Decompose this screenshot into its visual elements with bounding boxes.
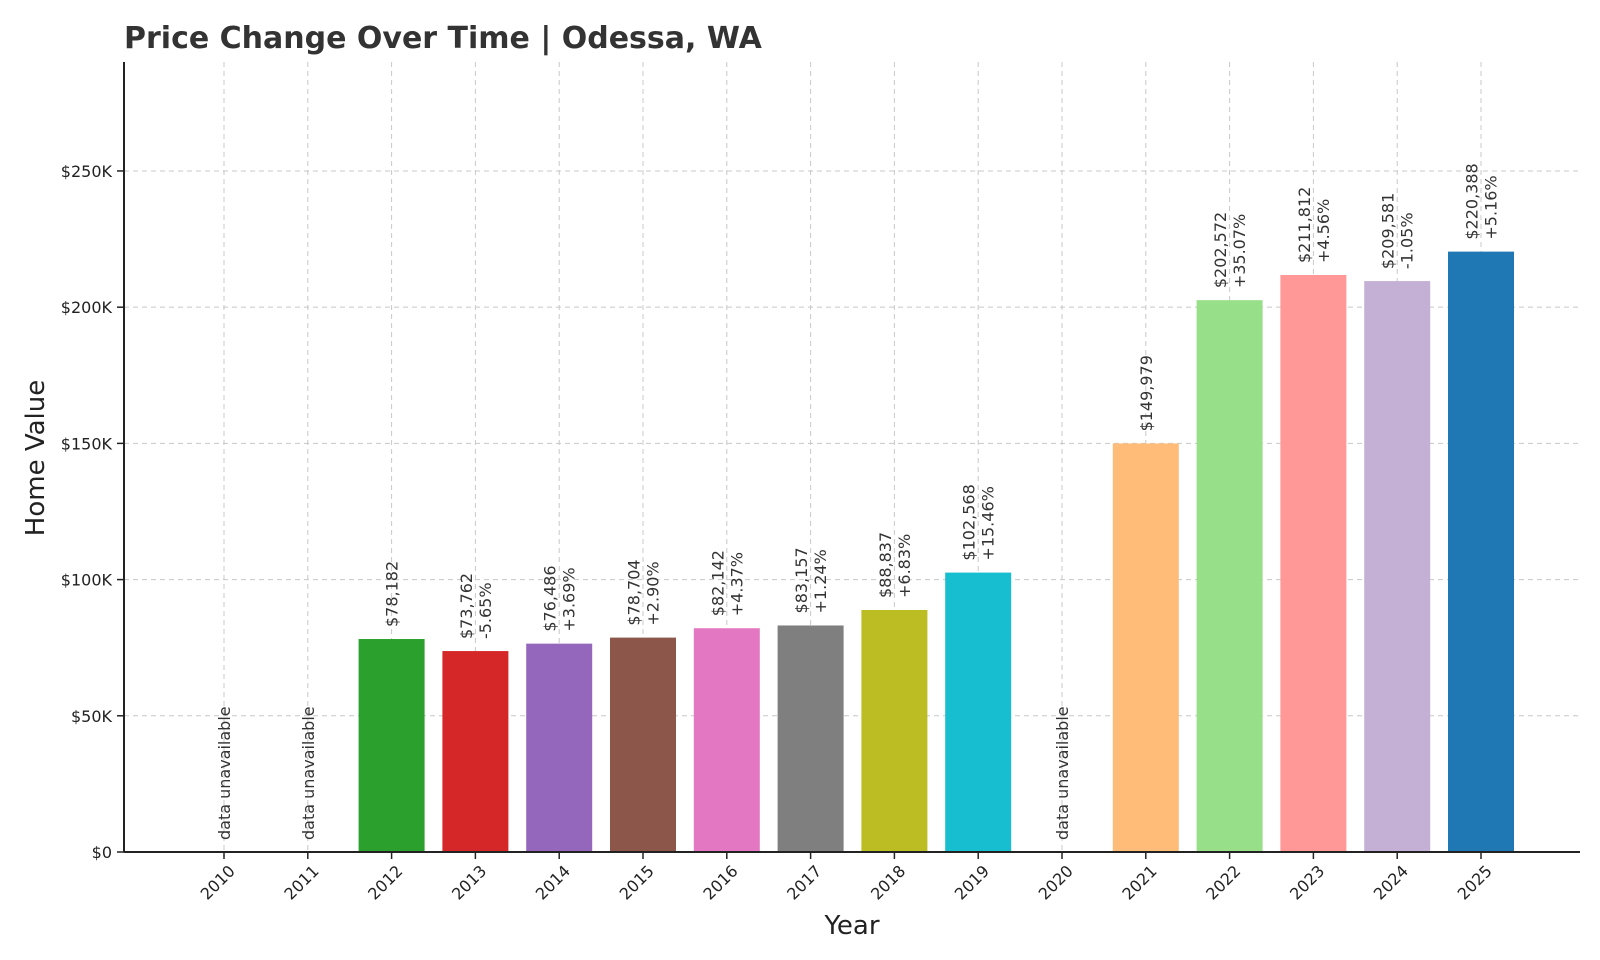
- x-tick-label: 2013: [448, 861, 490, 903]
- bar-price-label: $202,572: [1211, 212, 1230, 288]
- bar-2023: [1280, 274, 1347, 853]
- bar-price-label: $149,979: [1137, 355, 1156, 431]
- bar-price-label: $73,762: [457, 573, 476, 639]
- chart-title: Price Change Over Time | Odessa, WA: [124, 21, 763, 56]
- bar-change-label: +15.46%: [979, 486, 998, 560]
- bar-change-label: -5.65%: [476, 582, 495, 639]
- bar-change-label: -1.05%: [1398, 212, 1417, 269]
- x-tick-label: 2020: [1035, 861, 1077, 903]
- bar-price-label: $82,142: [708, 550, 727, 616]
- y-tick-label: $150K: [61, 434, 113, 453]
- grid: [124, 62, 1580, 852]
- bar-change-label: +3.69%: [560, 567, 579, 631]
- y-tick-label: $100K: [61, 571, 113, 590]
- bar-change-label: +4.37%: [727, 552, 746, 616]
- bar-price-label: $211,812: [1295, 187, 1314, 263]
- x-tick-label: 2024: [1370, 861, 1412, 903]
- bar-price-label: $209,581: [1379, 193, 1398, 269]
- x-tick-label: 2011: [280, 861, 322, 903]
- bar-change-label: +6.83%: [895, 534, 914, 598]
- bar-2014: [526, 643, 593, 852]
- bar-change-label: +35.07%: [1230, 214, 1249, 288]
- bar-2016: [693, 628, 760, 852]
- bar-price-label: $78,182: [383, 561, 402, 627]
- y-axis-label: Home Value: [21, 380, 51, 536]
- bar-2021: [1112, 443, 1179, 852]
- axes: [117, 62, 1580, 859]
- bar-2013: [442, 651, 509, 852]
- x-tick-label: 2016: [699, 861, 741, 903]
- x-tick-label: 2010: [197, 861, 239, 903]
- x-tick-label: 2021: [1118, 861, 1160, 903]
- x-tick-label: 2012: [364, 861, 406, 903]
- bar-unavailable-label: data unavailable: [299, 706, 318, 840]
- bar-2019: [945, 572, 1012, 852]
- bar-labels: data unavailable data unavailable $78,182 $…: [215, 163, 1501, 840]
- x-tick-label: 2025: [1454, 861, 1496, 903]
- bar-change-label: +1.24%: [811, 549, 830, 613]
- y-tick-label: $0: [92, 843, 112, 862]
- x-tick-label: 2018: [867, 861, 909, 903]
- y-tick-label: $250K: [61, 162, 113, 181]
- y-tick-label: $200K: [61, 298, 113, 317]
- bar-2017: [777, 625, 844, 852]
- x-tick-label: 2017: [783, 861, 825, 903]
- bar-price-label: $83,157: [792, 547, 811, 613]
- bar-price-label: $220,388: [1463, 163, 1482, 239]
- x-tick-label: 2019: [951, 861, 993, 903]
- x-tick-label: 2014: [532, 861, 574, 903]
- bar-2012: [358, 639, 425, 852]
- bar-price-label: $88,837: [876, 532, 895, 598]
- bars: [358, 251, 1514, 853]
- x-tick-label: 2022: [1202, 861, 1244, 903]
- bar-2018: [861, 609, 928, 852]
- x-tick-label: 2023: [1286, 861, 1328, 903]
- bar-2015: [610, 637, 676, 852]
- bar-2025: [1448, 251, 1514, 852]
- bar-change-label: +4.56%: [1314, 199, 1333, 263]
- x-tick-label: 2015: [616, 861, 658, 903]
- bar-price-label: $78,704: [625, 559, 644, 625]
- bar-price-label: $76,486: [541, 565, 560, 631]
- bar-unavailable-label: data unavailable: [1053, 706, 1072, 840]
- bar-price-label: $102,568: [960, 484, 979, 560]
- bar-change-label: +2.90%: [644, 561, 663, 625]
- bar-2024: [1364, 281, 1431, 852]
- y-tick-label: $50K: [71, 707, 113, 726]
- bar-change-label: +5.16%: [1482, 175, 1501, 239]
- x-axis-label: Year: [823, 911, 879, 941]
- bar-2022: [1196, 300, 1263, 853]
- bar-unavailable-label: data unavailable: [215, 706, 234, 840]
